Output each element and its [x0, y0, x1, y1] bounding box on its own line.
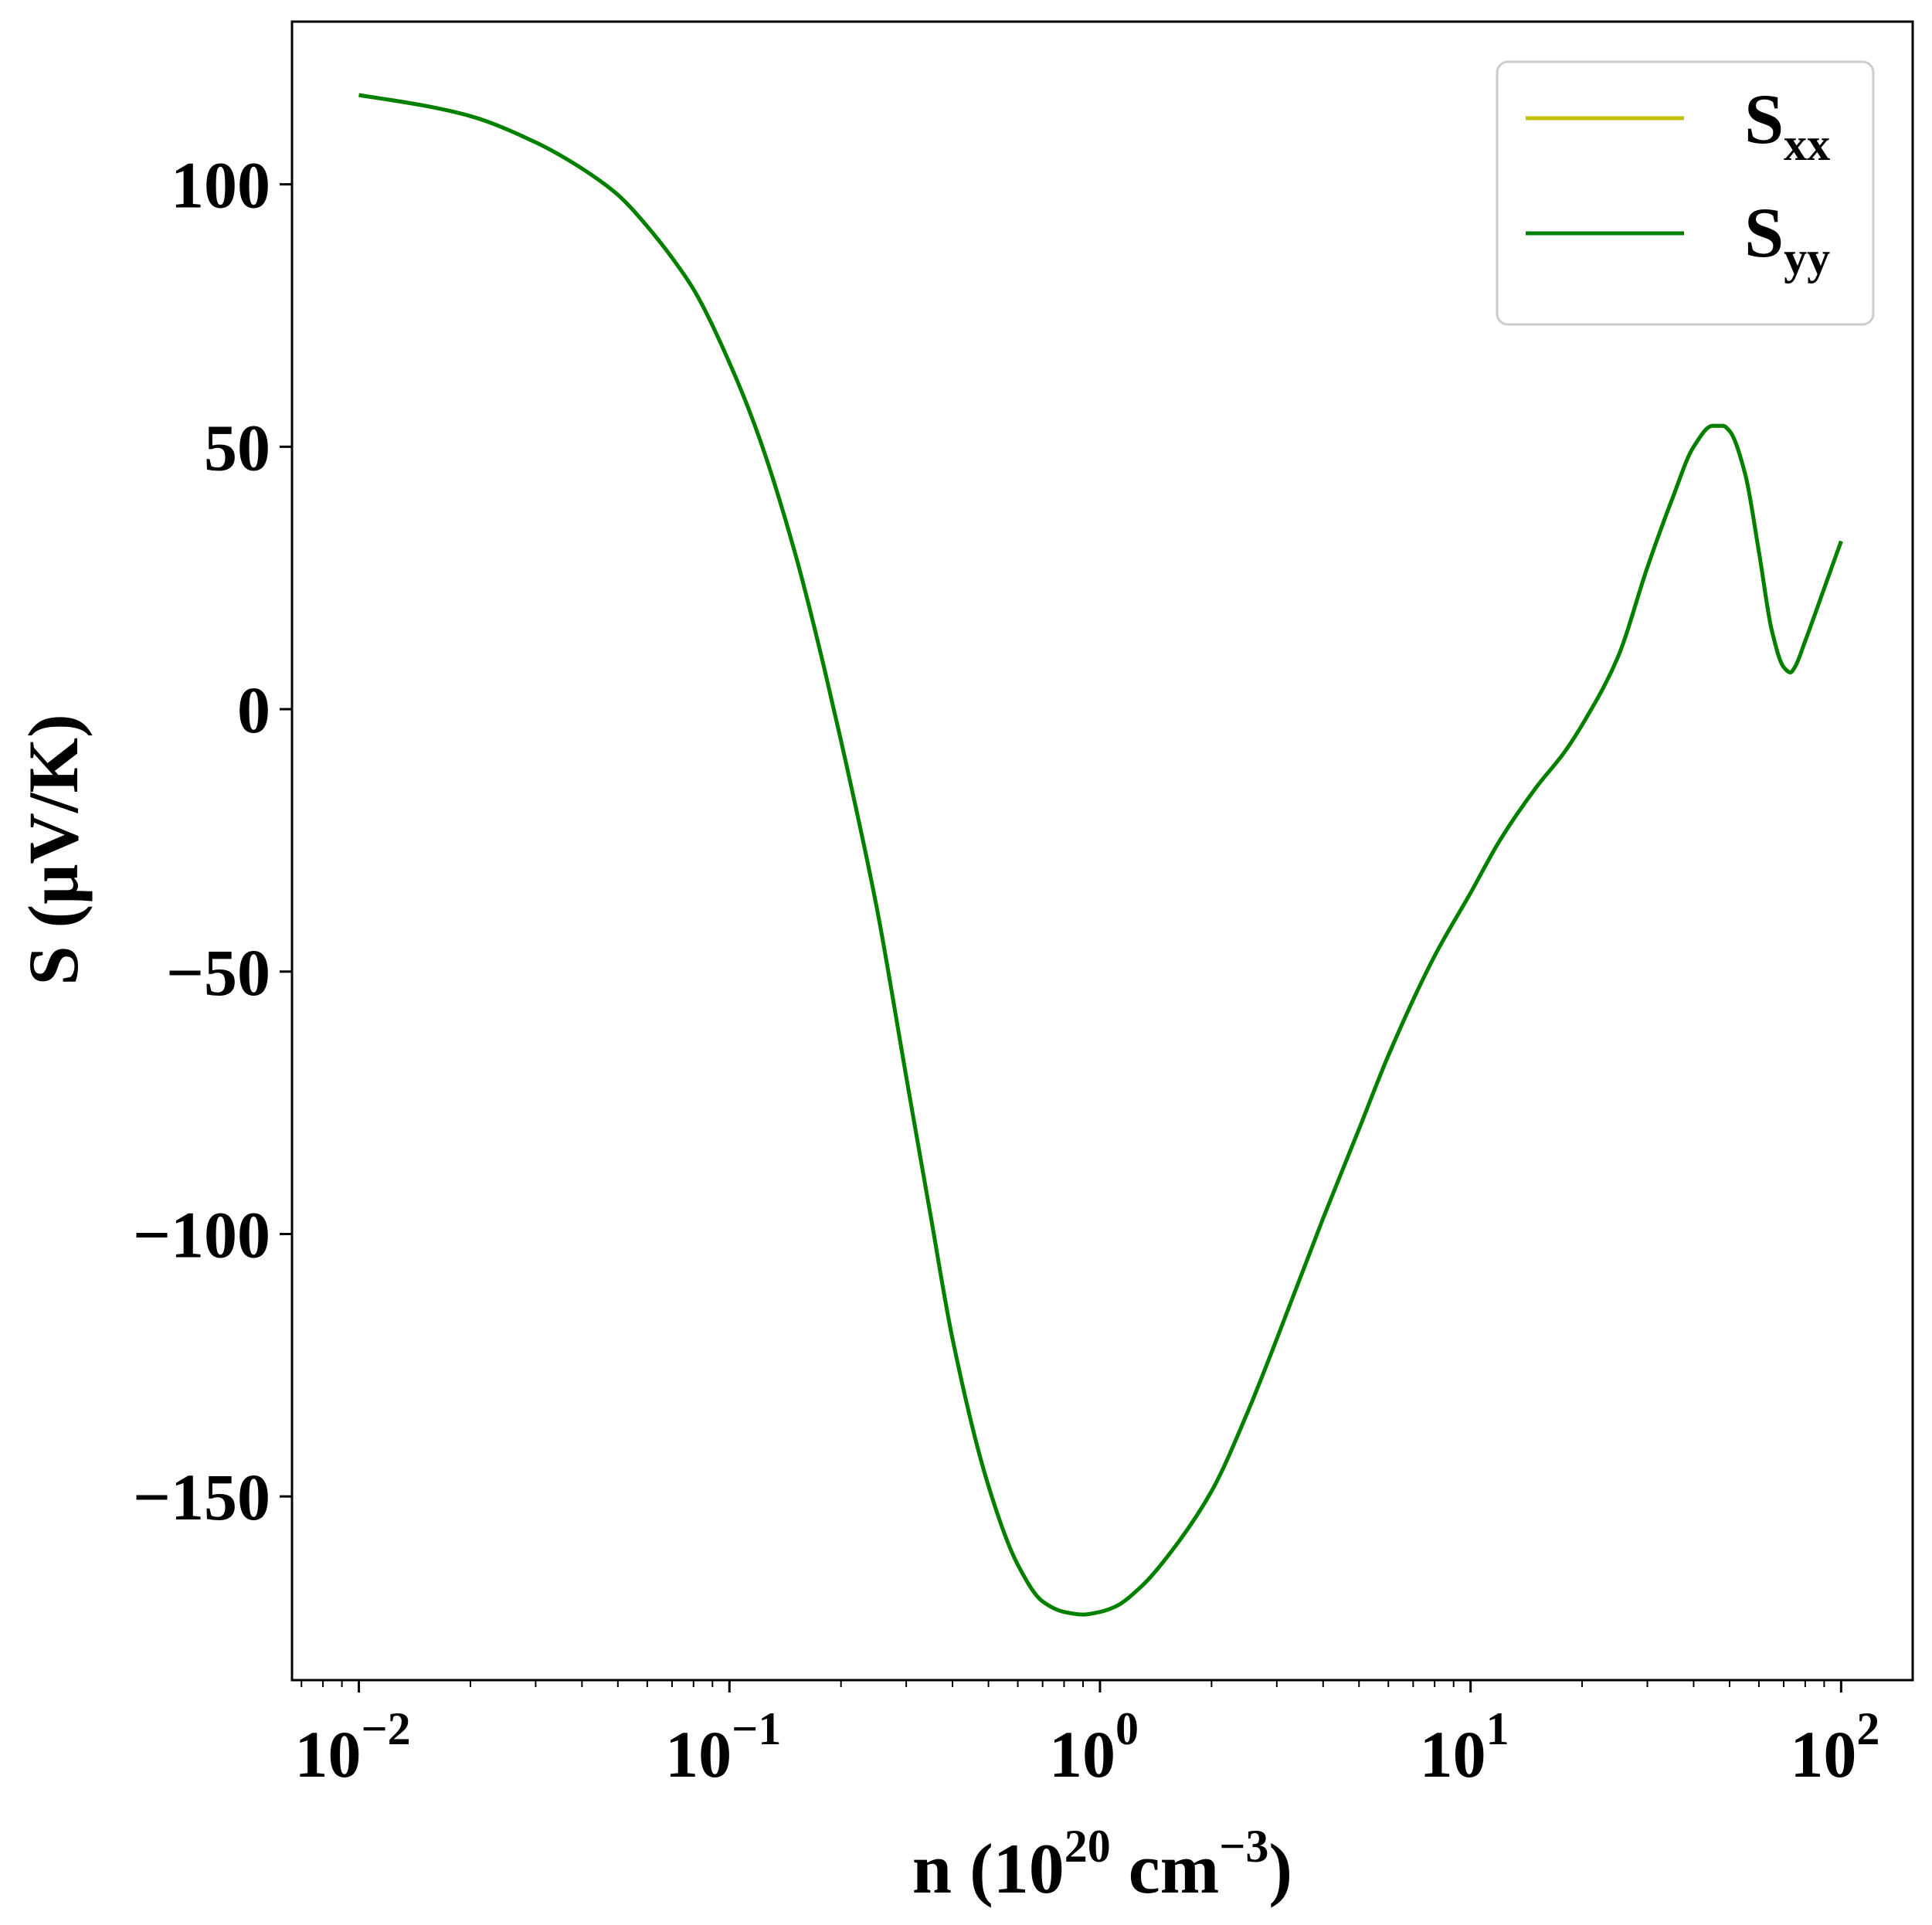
- x-tick-label: 10−1: [665, 1703, 781, 1791]
- x-tick-label: 100: [1049, 1703, 1139, 1791]
- legend: Sxx Syy: [1496, 60, 1875, 326]
- plot-lines: [358, 93, 1843, 1617]
- y-tick-label: −50: [166, 935, 270, 1010]
- x-tick-label: 102: [1790, 1703, 1879, 1791]
- y-tick-label: −100: [133, 1197, 270, 1271]
- x-tick-label: 10−2: [294, 1703, 410, 1791]
- y-axis-ticks: 100 50 0 −50 −100 −150: [133, 148, 292, 1534]
- legend-label-syy: Syy: [1744, 193, 1830, 283]
- y-tick-label: 100: [171, 148, 270, 222]
- legend-box: [1496, 60, 1875, 326]
- plot-frame: [290, 20, 1914, 1682]
- x-tick-label: 101: [1420, 1703, 1509, 1791]
- y-tick-label: 50: [204, 410, 270, 484]
- x-axis-ticks: 10−2 10−1 100 101 102: [294, 1680, 1879, 1791]
- x-axis-label: n (1020 cm−3): [912, 1821, 1292, 1908]
- y-tick-label: 0: [237, 673, 270, 747]
- y-axis-label: S (μV/K): [14, 714, 93, 985]
- series-line-syy: [358, 93, 1843, 1617]
- legend-label-sxx: Sxx: [1744, 80, 1830, 170]
- y-tick-label: −150: [133, 1460, 270, 1534]
